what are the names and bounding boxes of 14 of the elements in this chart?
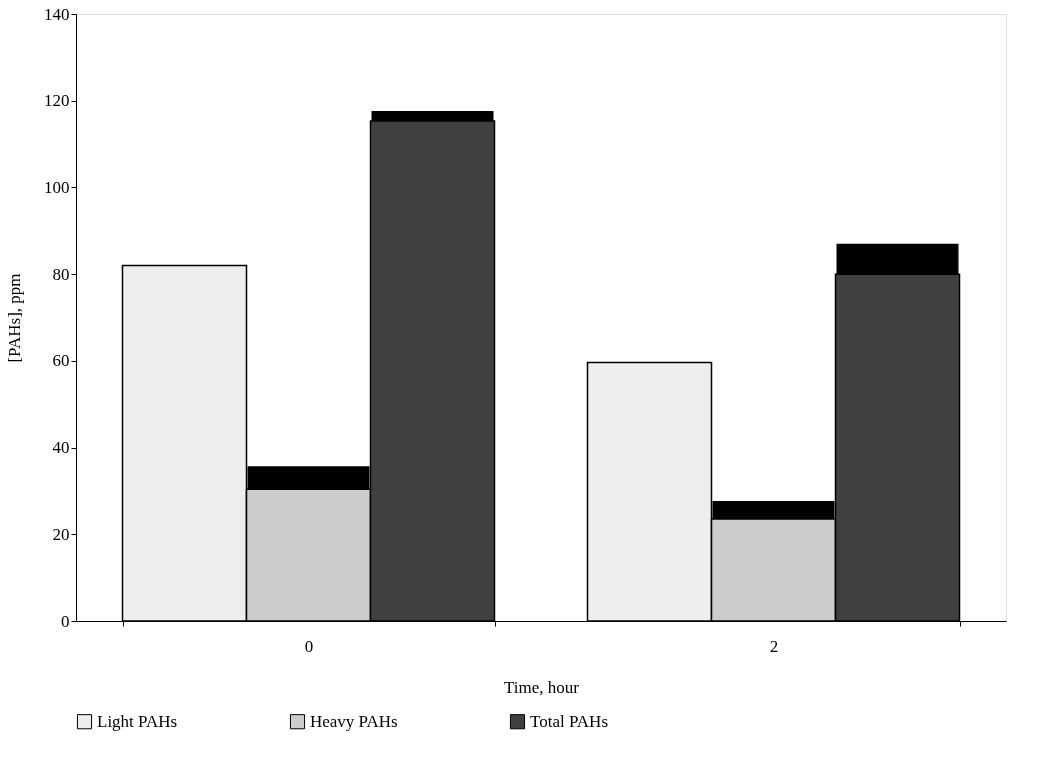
y-tick-label: 100 — [44, 177, 70, 197]
x-axis-title: Time, hour — [504, 677, 580, 697]
y-tick-label: 120 — [44, 91, 70, 111]
x-tick-label: 2 — [769, 636, 779, 656]
y-tick-label: 140 — [44, 4, 70, 24]
legend-label: Heavy PAHs — [310, 711, 398, 731]
y-axis-title: [PAHs], ppm — [5, 273, 24, 363]
y-tick-label: 20 — [52, 524, 70, 544]
legend-label: Light PAHs — [97, 711, 178, 731]
y-tick-label: 60 — [52, 351, 70, 371]
legend-label: Total PAHs — [530, 711, 609, 731]
y-tick-label: 80 — [52, 264, 70, 284]
y-tick-label: 40 — [52, 438, 70, 458]
y-tick-label: 0 — [61, 611, 70, 631]
